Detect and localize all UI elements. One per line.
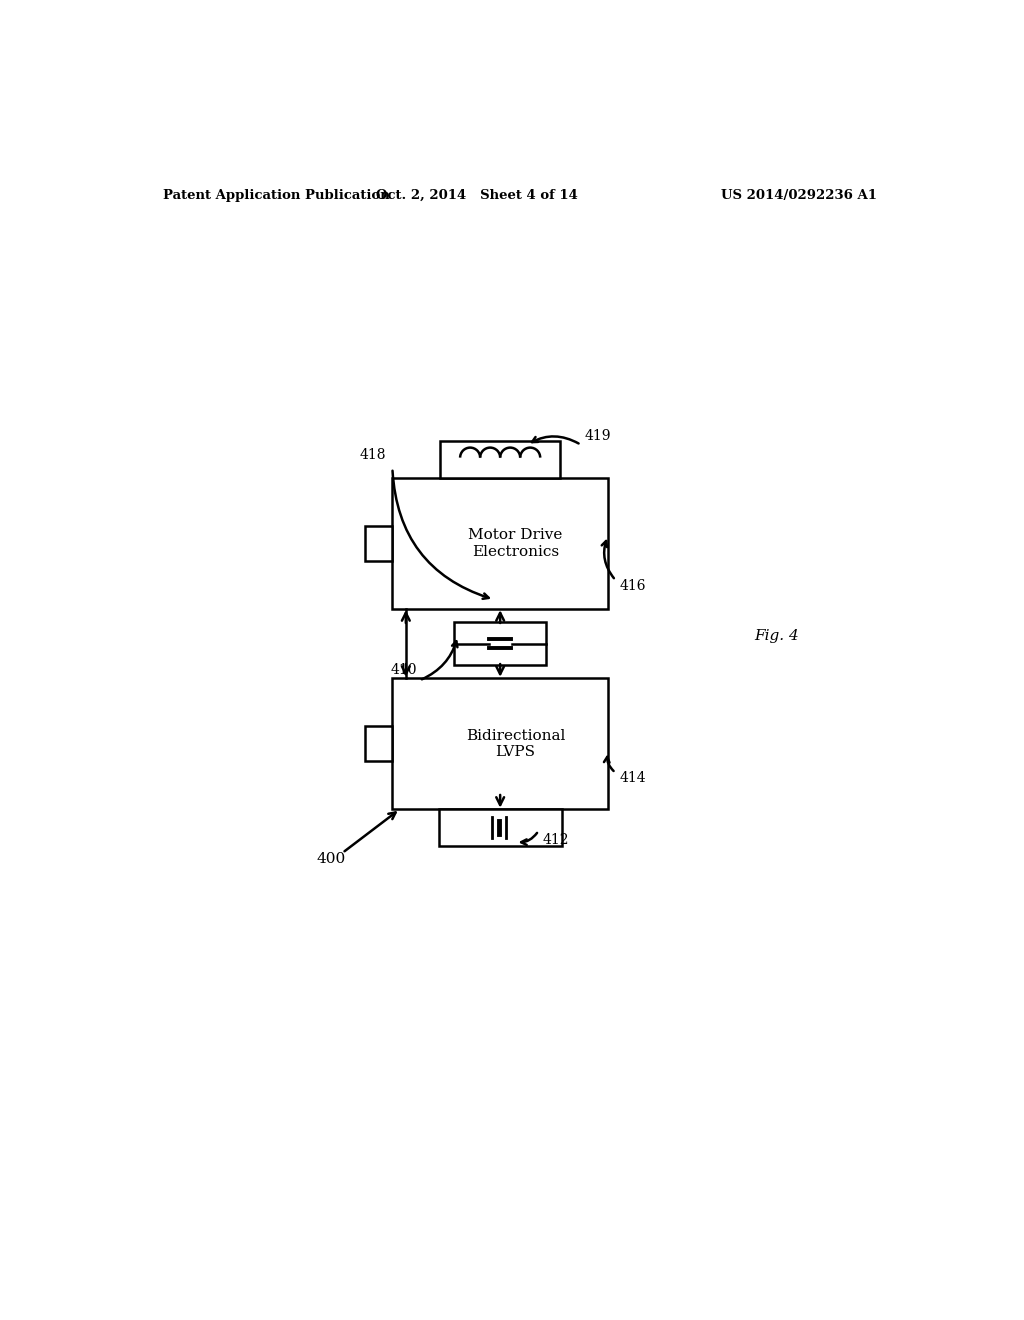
FancyArrowPatch shape	[602, 541, 614, 578]
Bar	[440, 441, 560, 478]
FancyArrowPatch shape	[422, 642, 458, 680]
Text: Bidirectional
LVPS: Bidirectional LVPS	[466, 729, 565, 759]
Bar	[392, 678, 608, 809]
Text: 412: 412	[543, 833, 569, 847]
FancyArrowPatch shape	[521, 833, 537, 845]
Text: US 2014/0292236 A1: US 2014/0292236 A1	[722, 189, 878, 202]
FancyArrowPatch shape	[532, 437, 579, 444]
Text: 414: 414	[620, 771, 646, 785]
Text: 400: 400	[316, 853, 345, 866]
Bar	[438, 809, 562, 846]
Text: 410: 410	[391, 664, 417, 677]
Text: 416: 416	[620, 578, 646, 593]
Text: Fig. 4: Fig. 4	[755, 628, 799, 643]
Text: Oct. 2, 2014   Sheet 4 of 14: Oct. 2, 2014 Sheet 4 of 14	[376, 189, 578, 202]
Text: 418: 418	[359, 447, 386, 462]
FancyArrowPatch shape	[392, 471, 488, 599]
Text: Motor Drive
Electronics: Motor Drive Electronics	[468, 528, 563, 558]
Bar	[392, 478, 608, 609]
Bar	[366, 726, 392, 760]
FancyArrowPatch shape	[604, 756, 613, 771]
Text: Patent Application Publication: Patent Application Publication	[163, 189, 390, 202]
Text: 419: 419	[585, 429, 611, 442]
Bar	[454, 622, 547, 665]
Bar	[366, 527, 392, 561]
